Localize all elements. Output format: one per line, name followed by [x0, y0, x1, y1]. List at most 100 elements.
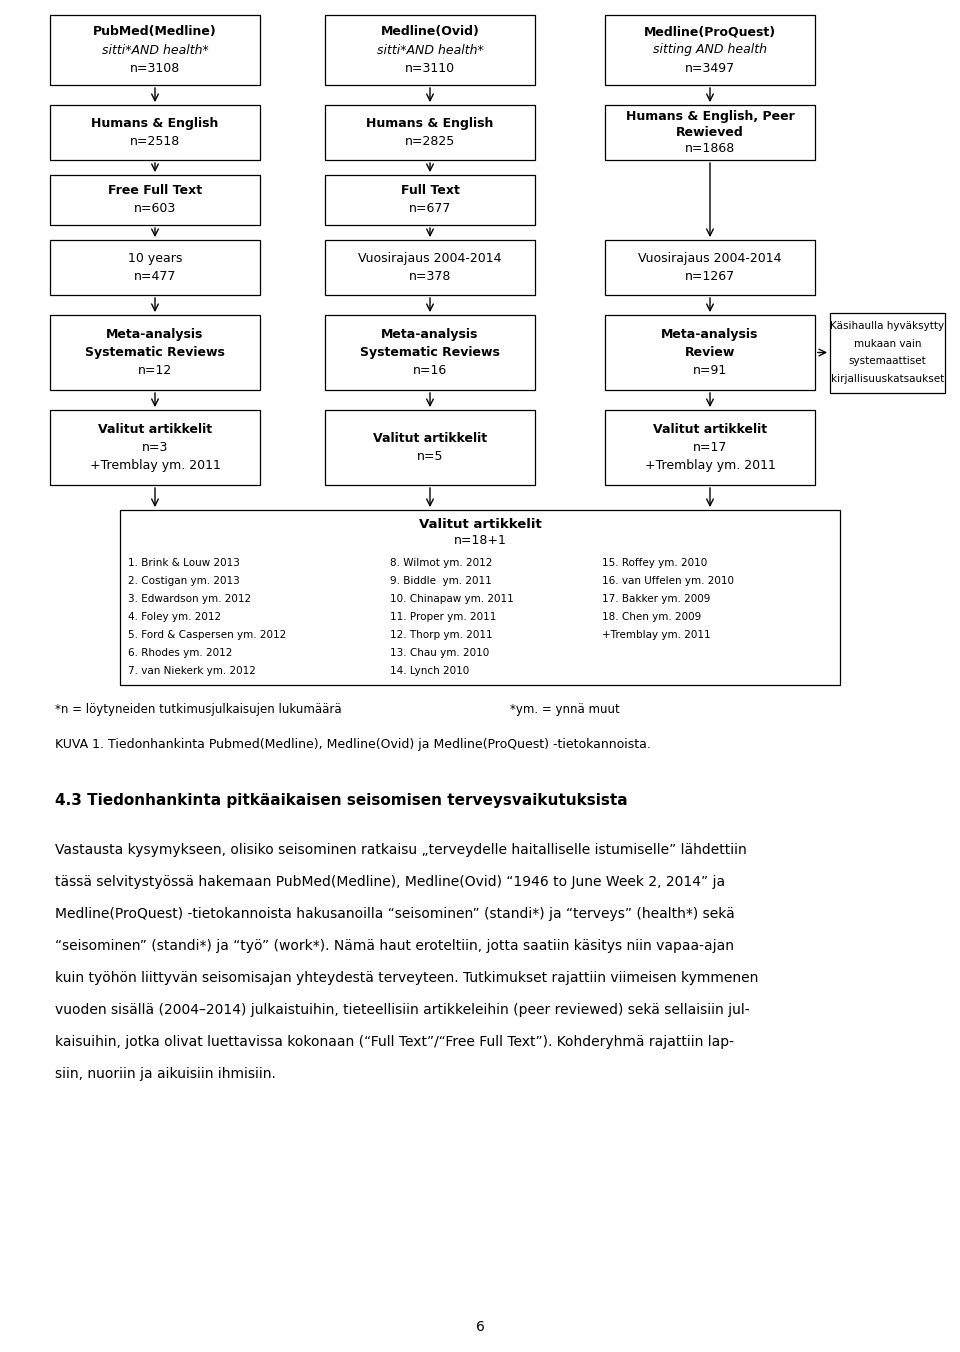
Text: n=12: n=12 [138, 364, 172, 377]
Text: 15. Roffey ym. 2010: 15. Roffey ym. 2010 [603, 558, 708, 568]
Text: 13. Chau ym. 2010: 13. Chau ym. 2010 [390, 648, 490, 658]
FancyBboxPatch shape [50, 174, 260, 224]
FancyBboxPatch shape [605, 15, 815, 85]
Text: Medline(ProQuest) -tietokannoista hakusanoilla “seisominen” (standi*) ja “tervey: Medline(ProQuest) -tietokannoista hakusa… [55, 907, 734, 921]
FancyBboxPatch shape [605, 241, 815, 295]
FancyBboxPatch shape [50, 15, 260, 85]
Text: n=3497: n=3497 [684, 61, 735, 74]
FancyBboxPatch shape [50, 315, 260, 389]
Text: n=3110: n=3110 [405, 61, 455, 74]
Text: n=3108: n=3108 [130, 61, 180, 74]
Text: n=5: n=5 [417, 450, 444, 462]
Text: Vuosirajaus 2004-2014: Vuosirajaus 2004-2014 [358, 251, 502, 265]
Text: n=16: n=16 [413, 364, 447, 377]
Text: systemaattiset: systemaattiset [849, 357, 926, 366]
Text: 6: 6 [475, 1320, 485, 1334]
Text: n=1868: n=1868 [684, 142, 735, 154]
Text: Full Text: Full Text [400, 184, 460, 197]
Text: n=18+1: n=18+1 [453, 534, 507, 546]
FancyBboxPatch shape [50, 241, 260, 295]
Text: n=378: n=378 [409, 270, 451, 283]
Text: kuin työhön liittyvän seisomisajan yhteydestä terveyteen. Tutkimukset rajattiin : kuin työhön liittyvän seisomisajan yhtey… [55, 971, 758, 986]
Text: *n = löytyneiden tutkimusjulkaisujen lukumäärä: *n = löytyneiden tutkimusjulkaisujen luk… [55, 703, 342, 717]
Text: +Tremblay ym. 2011: +Tremblay ym. 2011 [644, 458, 776, 472]
Text: 4.3 Tiedonhankinta pitkäaikaisen seisomisen terveysvaikutuksista: 4.3 Tiedonhankinta pitkäaikaisen seisomi… [55, 794, 628, 808]
Text: n=603: n=603 [133, 203, 176, 215]
Text: tässä selvitystyössä hakemaan PubMed(Medline), Medline(Ovid) “1946 to June Week : tässä selvitystyössä hakemaan PubMed(Med… [55, 875, 725, 890]
Text: Systematic Reviews: Systematic Reviews [360, 346, 500, 360]
FancyBboxPatch shape [120, 510, 840, 685]
Text: kirjallisuuskatsaukset: kirjallisuuskatsaukset [830, 375, 944, 384]
Text: 2. Costigan ym. 2013: 2. Costigan ym. 2013 [128, 576, 240, 585]
FancyBboxPatch shape [50, 410, 260, 485]
Text: 10. Chinapaw ym. 2011: 10. Chinapaw ym. 2011 [390, 594, 514, 604]
Text: Valitut artikkelit: Valitut artikkelit [653, 423, 767, 435]
Text: +Tremblay ym. 2011: +Tremblay ym. 2011 [89, 458, 221, 472]
Text: Vuosirajaus 2004-2014: Vuosirajaus 2004-2014 [638, 251, 781, 265]
Text: n=2825: n=2825 [405, 135, 455, 147]
Text: n=91: n=91 [693, 364, 727, 377]
Text: siin, nuoriin ja aikuisiin ihmisiin.: siin, nuoriin ja aikuisiin ihmisiin. [55, 1067, 276, 1082]
Text: Humans & English: Humans & English [367, 118, 493, 130]
Text: KUVA 1. Tiedonhankinta Pubmed(Medline), Medline(Ovid) ja Medline(ProQuest) -tiet: KUVA 1. Tiedonhankinta Pubmed(Medline), … [55, 738, 651, 750]
Text: 10 years: 10 years [128, 251, 182, 265]
Text: 9. Biddle  ym. 2011: 9. Biddle ym. 2011 [390, 576, 492, 585]
Text: sitting AND health: sitting AND health [653, 43, 767, 57]
Text: 11. Proper ym. 2011: 11. Proper ym. 2011 [390, 612, 496, 622]
Text: sitti*AND health*: sitti*AND health* [376, 43, 484, 57]
Text: 18. Chen ym. 2009: 18. Chen ym. 2009 [603, 612, 702, 622]
Text: Free Full Text: Free Full Text [108, 184, 202, 197]
Text: 1. Brink & Louw 2013: 1. Brink & Louw 2013 [128, 558, 240, 568]
Text: vuoden sisällä (2004–2014) julkaistuihin, tieteellisiin artikkeleihin (peer revi: vuoden sisällä (2004–2014) julkaistuihin… [55, 1003, 750, 1017]
Text: 7. van Niekerk ym. 2012: 7. van Niekerk ym. 2012 [128, 667, 256, 676]
FancyBboxPatch shape [50, 105, 260, 160]
Text: 3. Edwardson ym. 2012: 3. Edwardson ym. 2012 [128, 594, 252, 604]
Text: n=3: n=3 [142, 441, 168, 454]
Text: 6. Rhodes ym. 2012: 6. Rhodes ym. 2012 [128, 648, 232, 658]
Text: n=17: n=17 [693, 441, 727, 454]
Text: n=677: n=677 [409, 203, 451, 215]
Text: n=477: n=477 [133, 270, 177, 283]
Text: 17. Bakker ym. 2009: 17. Bakker ym. 2009 [603, 594, 710, 604]
Text: +Tremblay ym. 2011: +Tremblay ym. 2011 [603, 630, 711, 639]
Text: Meta-analysis: Meta-analysis [661, 329, 758, 341]
Text: 14. Lynch 2010: 14. Lynch 2010 [390, 667, 469, 676]
FancyBboxPatch shape [325, 241, 535, 295]
Text: kaisuihin, jotka olivat luettavissa kokonaan (“Full Text”/“Free Full Text”). Koh: kaisuihin, jotka olivat luettavissa koko… [55, 1036, 734, 1049]
FancyBboxPatch shape [325, 15, 535, 85]
Text: Valitut artikkelit: Valitut artikkelit [372, 433, 487, 445]
Text: Medline(Ovid): Medline(Ovid) [380, 26, 479, 38]
Text: Meta-analysis: Meta-analysis [381, 329, 479, 341]
FancyBboxPatch shape [830, 312, 945, 392]
Text: n=1267: n=1267 [684, 270, 735, 283]
Text: mukaan vain: mukaan vain [853, 338, 922, 349]
FancyBboxPatch shape [325, 174, 535, 224]
FancyBboxPatch shape [325, 315, 535, 389]
Text: Valitut artikkelit: Valitut artikkelit [419, 519, 541, 531]
Text: n=2518: n=2518 [130, 135, 180, 147]
Text: Systematic Reviews: Systematic Reviews [85, 346, 225, 360]
FancyBboxPatch shape [605, 315, 815, 389]
Text: Medline(ProQuest): Medline(ProQuest) [644, 26, 776, 38]
Text: Käsihaulla hyväksytty: Käsihaulla hyväksytty [830, 320, 945, 331]
Text: sitti*AND health*: sitti*AND health* [102, 43, 208, 57]
FancyBboxPatch shape [605, 105, 815, 160]
Text: Vastausta kysymykseen, olisiko seisominen ratkaisu „terveydelle haitalliselle is: Vastausta kysymykseen, olisiko seisomine… [55, 844, 747, 857]
Text: 8. Wilmot ym. 2012: 8. Wilmot ym. 2012 [390, 558, 492, 568]
Text: Review: Review [684, 346, 735, 360]
Text: 12. Thorp ym. 2011: 12. Thorp ym. 2011 [390, 630, 492, 639]
Text: Meta-analysis: Meta-analysis [107, 329, 204, 341]
Text: Valitut artikkelit: Valitut artikkelit [98, 423, 212, 435]
FancyBboxPatch shape [325, 105, 535, 160]
Text: Rewieved: Rewieved [676, 126, 744, 139]
Text: 4. Foley ym. 2012: 4. Foley ym. 2012 [128, 612, 221, 622]
Text: 16. van Uffelen ym. 2010: 16. van Uffelen ym. 2010 [603, 576, 734, 585]
Text: 5. Ford & Caspersen ym. 2012: 5. Ford & Caspersen ym. 2012 [128, 630, 286, 639]
Text: PubMed(Medline): PubMed(Medline) [93, 26, 217, 38]
FancyBboxPatch shape [325, 410, 535, 485]
Text: Humans & English, Peer: Humans & English, Peer [626, 111, 794, 123]
Text: “seisominen” (standi*) ja “työ” (work*). Nämä haut eroteltiin, jotta saatiin käs: “seisominen” (standi*) ja “työ” (work*).… [55, 940, 734, 953]
Text: Humans & English: Humans & English [91, 118, 219, 130]
Text: *ym. = ynnä muut: *ym. = ynnä muut [510, 703, 620, 717]
FancyBboxPatch shape [605, 410, 815, 485]
